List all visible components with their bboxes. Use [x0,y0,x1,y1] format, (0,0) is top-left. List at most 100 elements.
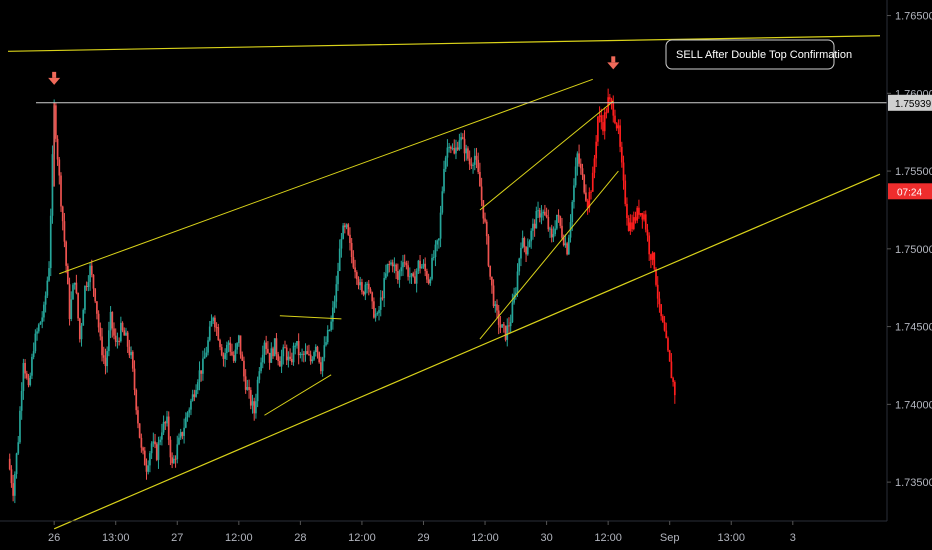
price-tick-label: 1.74500 [895,322,932,334]
candle [475,147,478,169]
candle [509,314,512,334]
candle [521,230,524,249]
candle [590,190,592,200]
candle [237,334,240,347]
candle [203,348,206,359]
candle [178,433,180,446]
candle [381,290,384,301]
candle [526,238,529,256]
candle [634,211,637,224]
candle [198,361,201,391]
candle [130,346,132,359]
candle [494,300,497,313]
candle [660,303,662,321]
candle [667,336,669,353]
candle [55,102,57,143]
time-tick-label: 12:00 [348,532,376,544]
candle [369,287,372,294]
candle [603,107,606,140]
candle [188,407,191,418]
candle [82,308,85,326]
candle [422,259,425,269]
candle [123,327,126,336]
candle [133,360,136,396]
time-tick-label: 26 [48,532,60,544]
time-tick-label: 28 [294,532,306,544]
price-tick-label: 1.74000 [895,399,932,411]
candle [72,283,74,300]
candle [398,269,401,288]
candle [37,323,40,334]
candle [159,436,162,446]
candle [456,141,459,151]
candle [138,423,141,439]
candle [386,263,389,277]
candle [183,418,185,444]
candle [106,346,109,373]
candle [574,157,577,188]
trendline-wedge-top[interactable] [59,78,593,275]
trendline-inner-up[interactable] [479,170,619,340]
candle [643,210,645,222]
candle [196,379,199,395]
candle [367,280,370,296]
candle [171,452,173,469]
trendline-upper-channel[interactable] [7,35,881,52]
candle [376,311,379,316]
candle [169,436,172,466]
candle [32,342,35,360]
trendline-support[interactable] [53,173,881,530]
candle [241,351,244,362]
candle [314,344,317,357]
candle [593,154,596,179]
candle [217,323,220,341]
candle [573,178,575,209]
countdown-price-tag: 07:24 [888,183,932,200]
candle [63,213,66,248]
candle [304,343,307,362]
candle [402,254,404,276]
candle [662,314,664,323]
candle [492,279,495,308]
candle [60,172,62,212]
candle [20,382,23,420]
candle [479,162,481,187]
candle [22,358,25,400]
candle [632,211,635,231]
candle [557,209,560,223]
candle [224,348,226,368]
candle [126,330,129,353]
candle [87,275,90,292]
trendline-inner-upper[interactable] [479,100,614,211]
candle [113,322,115,340]
candle [328,329,331,332]
candle [205,346,208,358]
candle [273,338,276,357]
candle [292,342,295,366]
candle [403,254,406,268]
candle [352,250,355,269]
candle [280,349,283,373]
candle [99,322,102,341]
price-tick-label: 1.75000 [895,244,932,256]
candle [651,251,654,266]
candle [501,324,503,328]
trendline-small-up[interactable] [264,374,332,416]
candle [12,474,14,502]
candle [545,207,548,219]
candle [66,263,69,285]
candle [332,300,334,330]
time-axis[interactable]: 26 13:00 27 12:00 28 12:00 29 12:00 30 12:00 Sep 13… [0,520,887,544]
candle [670,353,673,379]
candle [184,412,187,429]
trendline-small-flat[interactable] [279,315,342,320]
candle [612,95,615,123]
candle [366,281,368,294]
candle [446,139,449,167]
candle [533,219,536,237]
candle [320,356,322,375]
candle [465,144,468,161]
candle [410,273,413,284]
candle [362,290,365,297]
